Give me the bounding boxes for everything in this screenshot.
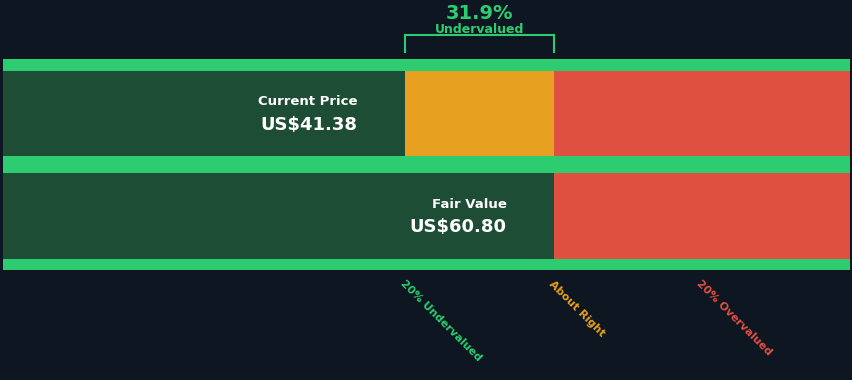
Text: 31.9%: 31.9% bbox=[446, 4, 513, 23]
Bar bbox=[3, 173, 553, 259]
Text: Undervalued: Undervalued bbox=[435, 23, 523, 36]
Text: 20% Undervalued: 20% Undervalued bbox=[398, 279, 482, 364]
Text: US$41.38: US$41.38 bbox=[260, 116, 357, 134]
Bar bbox=[3, 59, 849, 71]
Bar bbox=[3, 71, 405, 156]
Text: Current Price: Current Price bbox=[257, 95, 357, 108]
Bar bbox=[553, 59, 849, 270]
Text: About Right: About Right bbox=[546, 279, 606, 339]
Bar bbox=[3, 156, 849, 173]
Text: US$60.80: US$60.80 bbox=[409, 218, 506, 236]
Bar bbox=[3, 259, 849, 270]
Bar bbox=[3, 59, 405, 270]
Text: 20% Overvalued: 20% Overvalued bbox=[694, 279, 773, 358]
Bar bbox=[405, 59, 553, 270]
Text: Fair Value: Fair Value bbox=[431, 198, 506, 211]
